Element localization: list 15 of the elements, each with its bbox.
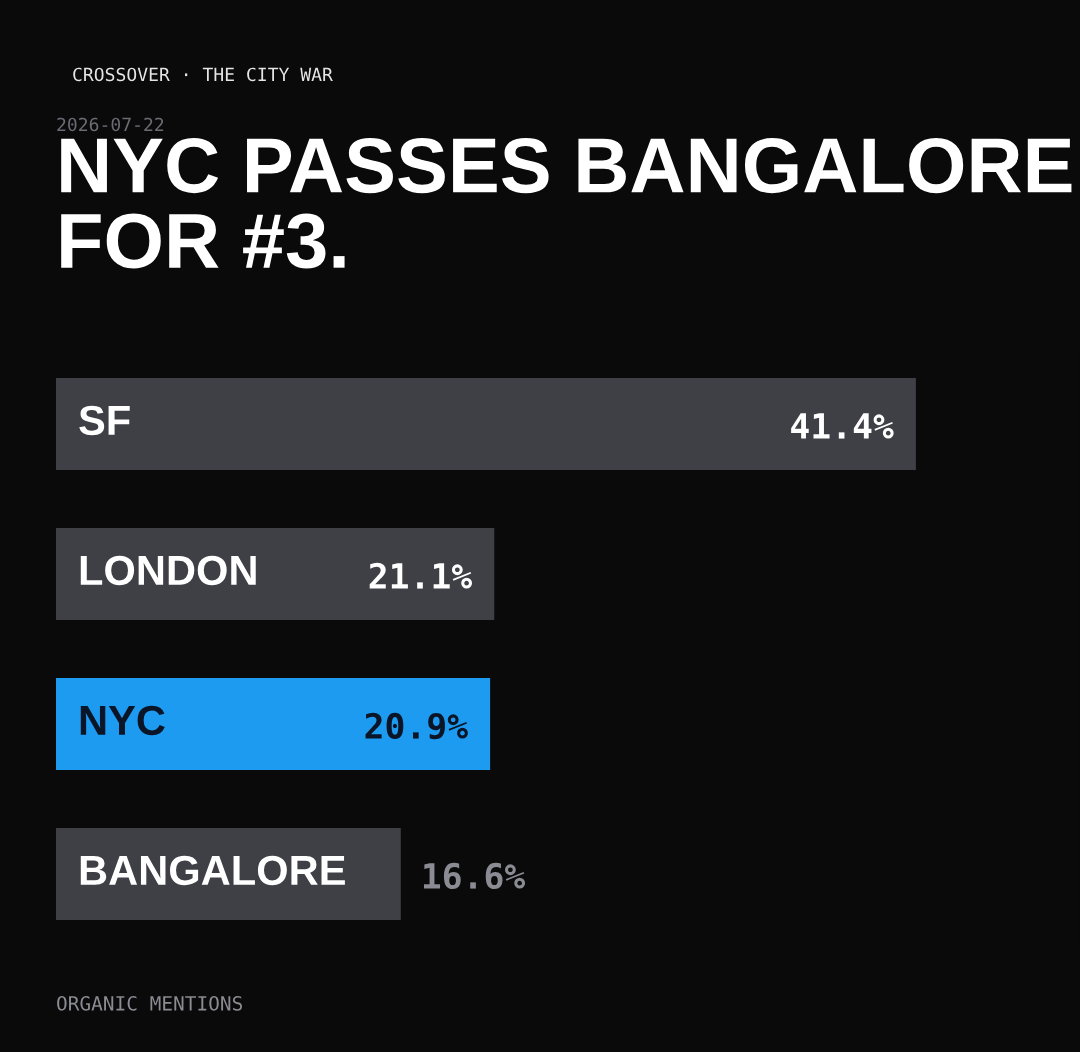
y-tick-label: BANGALORE <box>80 855 345 886</box>
bar <box>56 678 491 770</box>
bar <box>56 528 495 620</box>
data-label: 21.1% <box>369 562 473 589</box>
text: ORGANIC MENTIONS <box>57 995 243 1011</box>
y-tick-label: NYC <box>80 705 165 736</box>
chart-subtitle: 2026-07-22 <box>57 117 164 132</box>
chart-title: NYC PASSES BANGALORE FOR #3. <box>61 138 1072 269</box>
data-label: 41.4% <box>791 413 894 439</box>
data-label: 16.6% <box>423 862 526 890</box>
bar <box>56 378 916 470</box>
y-tick-label: LONDON <box>80 555 256 586</box>
y-tick-label: SF <box>79 405 130 436</box>
text: CROSSOVER · THE CITY WAR <box>73 67 333 82</box>
data-label: 20.9% <box>365 712 468 740</box>
